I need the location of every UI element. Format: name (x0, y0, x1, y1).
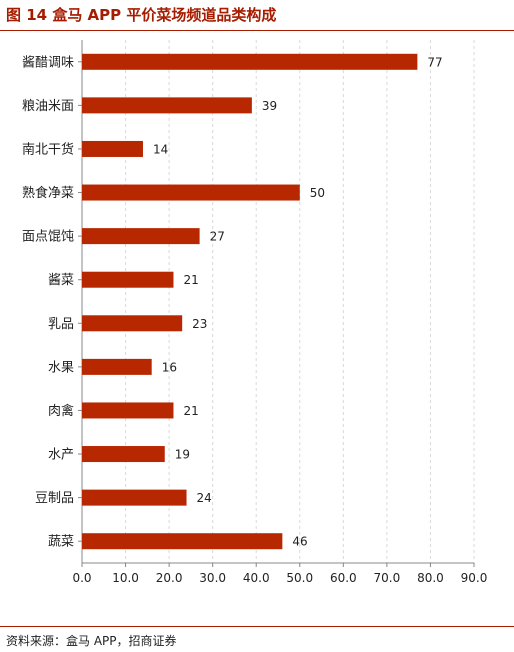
value-label: 24 (197, 491, 212, 505)
x-tick-label: 80.0 (417, 571, 444, 585)
bar (82, 446, 165, 463)
value-label: 16 (162, 360, 177, 374)
value-label: 14 (153, 142, 168, 156)
value-label: 21 (183, 404, 198, 418)
value-label: 77 (427, 55, 442, 69)
x-tick-label: 0.0 (72, 571, 91, 585)
source-note: 资料来源：盒马 APP，招商证券 (6, 634, 177, 648)
bar (82, 271, 174, 288)
bar (82, 53, 418, 70)
x-tick-label: 70.0 (374, 571, 401, 585)
category-label: 蔬菜 (48, 535, 74, 550)
bar-chart: 0.0 10.0 20.0 30.0 40.0 50.0 60.0 70.0 80.0 90.0 酱… (22, 40, 488, 585)
bar (82, 358, 152, 375)
value-label: 19 (175, 448, 190, 462)
x-tick-label: 50.0 (286, 571, 313, 585)
bar (82, 315, 183, 332)
bar (82, 489, 187, 506)
x-tick-label: 60.0 (330, 571, 357, 585)
category-label: 乳品 (48, 317, 74, 332)
value-label: 46 (292, 535, 307, 549)
bar (82, 533, 283, 550)
bar (82, 97, 252, 114)
chart-title: 图 14 盒马 APP 平价菜场频道品类构成 (6, 6, 277, 24)
value-label: 27 (210, 230, 225, 244)
category-label: 面点馄饨 (22, 230, 74, 245)
x-tick-label: 10.0 (112, 571, 139, 585)
title-divider (0, 30, 514, 31)
category-label: 肉禽 (48, 403, 74, 419)
bar (82, 184, 300, 201)
category-label: 水产 (48, 448, 74, 463)
value-label: 50 (310, 186, 325, 200)
source-divider (0, 626, 514, 627)
category-label: 粮油米面 (22, 99, 74, 114)
value-label: 21 (183, 273, 198, 287)
bar (82, 402, 174, 419)
category-label: 酱菜 (48, 273, 74, 288)
bar (82, 140, 143, 157)
bar (82, 228, 200, 245)
x-tick-label: 90.0 (461, 571, 488, 585)
category-label: 水果 (48, 360, 74, 375)
category-label: 熟食净菜 (22, 185, 74, 201)
category-label: 南北干货 (22, 141, 74, 157)
x-tick-label: 30.0 (199, 571, 226, 585)
x-tick-label: 20.0 (156, 571, 183, 585)
value-label: 39 (262, 99, 277, 113)
value-label: 23 (192, 317, 207, 331)
category-label: 酱醋调味 (22, 54, 74, 70)
category-label: 豆制品 (35, 491, 74, 506)
x-tick-label: 40.0 (243, 571, 270, 585)
